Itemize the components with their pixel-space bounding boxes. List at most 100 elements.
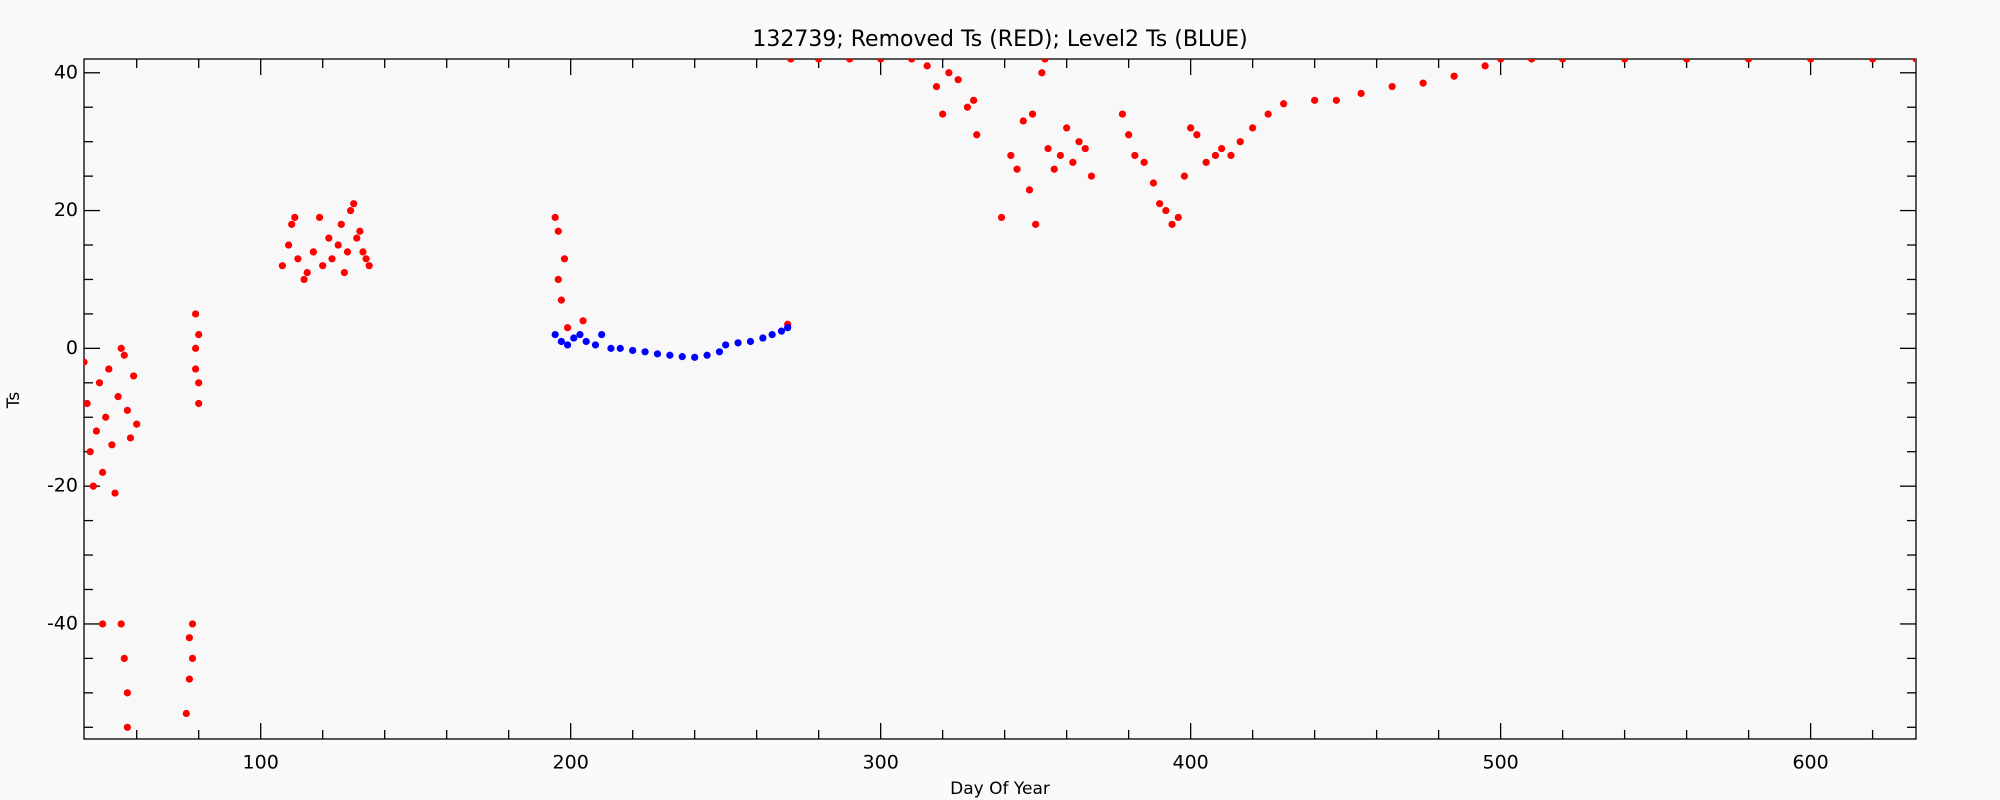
x-axis-label: Day Of Year <box>950 779 1050 799</box>
point <box>1081 144 1089 153</box>
point <box>557 296 565 304</box>
point <box>563 341 572 349</box>
x-tick-label: 100 <box>243 752 279 774</box>
point <box>777 327 786 335</box>
point <box>300 275 308 284</box>
point <box>1745 59 1753 63</box>
point <box>616 344 624 352</box>
point <box>1028 110 1037 118</box>
point <box>1075 138 1083 146</box>
point <box>86 448 94 456</box>
points <box>84 59 1916 731</box>
point <box>1056 151 1065 160</box>
point <box>319 262 327 270</box>
point <box>291 213 299 222</box>
point <box>1388 82 1396 91</box>
point <box>570 334 578 342</box>
point <box>1025 186 1034 194</box>
point <box>1032 220 1040 228</box>
point <box>188 620 197 628</box>
point <box>963 103 972 111</box>
y-tick-label: -20 <box>47 475 78 497</box>
point <box>191 365 200 373</box>
point <box>188 654 197 662</box>
point <box>576 330 584 339</box>
point <box>1497 59 1505 63</box>
point <box>362 255 370 263</box>
point <box>734 339 742 347</box>
point <box>195 330 203 339</box>
point <box>123 689 131 697</box>
point <box>120 654 128 662</box>
point <box>111 489 119 497</box>
point <box>315 213 324 222</box>
point <box>1332 96 1340 104</box>
point <box>303 268 311 277</box>
point <box>908 59 916 63</box>
point <box>120 351 128 359</box>
point <box>815 59 823 63</box>
point <box>133 420 141 428</box>
x-tick-label: 400 <box>1173 752 1209 774</box>
point <box>1007 151 1015 160</box>
point <box>1249 124 1257 132</box>
point <box>768 330 776 339</box>
point <box>1450 72 1458 80</box>
point <box>954 76 962 84</box>
point <box>1187 124 1195 132</box>
point <box>185 634 193 642</box>
point <box>123 723 131 731</box>
point <box>715 348 724 356</box>
point <box>191 344 200 352</box>
point <box>1236 138 1244 146</box>
point <box>114 392 122 401</box>
point <box>722 341 730 349</box>
point <box>1156 200 1164 208</box>
point <box>560 255 569 263</box>
point <box>970 96 978 104</box>
point <box>309 248 317 256</box>
point <box>1063 124 1071 132</box>
point <box>641 348 649 356</box>
point <box>877 59 885 63</box>
point <box>923 62 931 70</box>
point <box>191 310 200 318</box>
point <box>356 227 364 235</box>
point <box>1131 151 1139 160</box>
point <box>1041 59 1049 63</box>
point <box>105 365 113 373</box>
x-tick-label: 300 <box>863 752 899 774</box>
point <box>703 351 711 359</box>
chart-title: 132739; Removed Ts (RED); Level2 Ts (BLU… <box>752 27 1247 52</box>
point <box>1528 59 1536 63</box>
point <box>557 337 565 346</box>
point <box>195 379 203 387</box>
point <box>117 620 125 628</box>
y-tick-label: 20 <box>54 199 78 221</box>
point <box>1311 96 1319 104</box>
point <box>1683 59 1691 63</box>
point <box>1193 131 1201 139</box>
y-tick-label: -40 <box>47 612 78 634</box>
point <box>1140 158 1148 166</box>
x-tick-label: 200 <box>553 752 589 774</box>
point <box>1013 165 1021 173</box>
point <box>691 353 699 361</box>
point <box>629 346 637 355</box>
point <box>328 255 336 263</box>
point <box>340 268 348 277</box>
point <box>365 262 373 270</box>
x-tick-label: 500 <box>1482 752 1518 774</box>
point <box>182 709 190 718</box>
point <box>1211 151 1220 160</box>
point <box>353 234 361 242</box>
point <box>787 59 795 63</box>
point <box>89 482 97 490</box>
point <box>98 468 107 476</box>
y-tick-label: 40 <box>54 61 78 83</box>
y-tick-label: 0 <box>66 337 78 359</box>
point <box>932 82 941 91</box>
point <box>1807 59 1815 63</box>
point <box>653 350 662 358</box>
point <box>1019 117 1027 125</box>
